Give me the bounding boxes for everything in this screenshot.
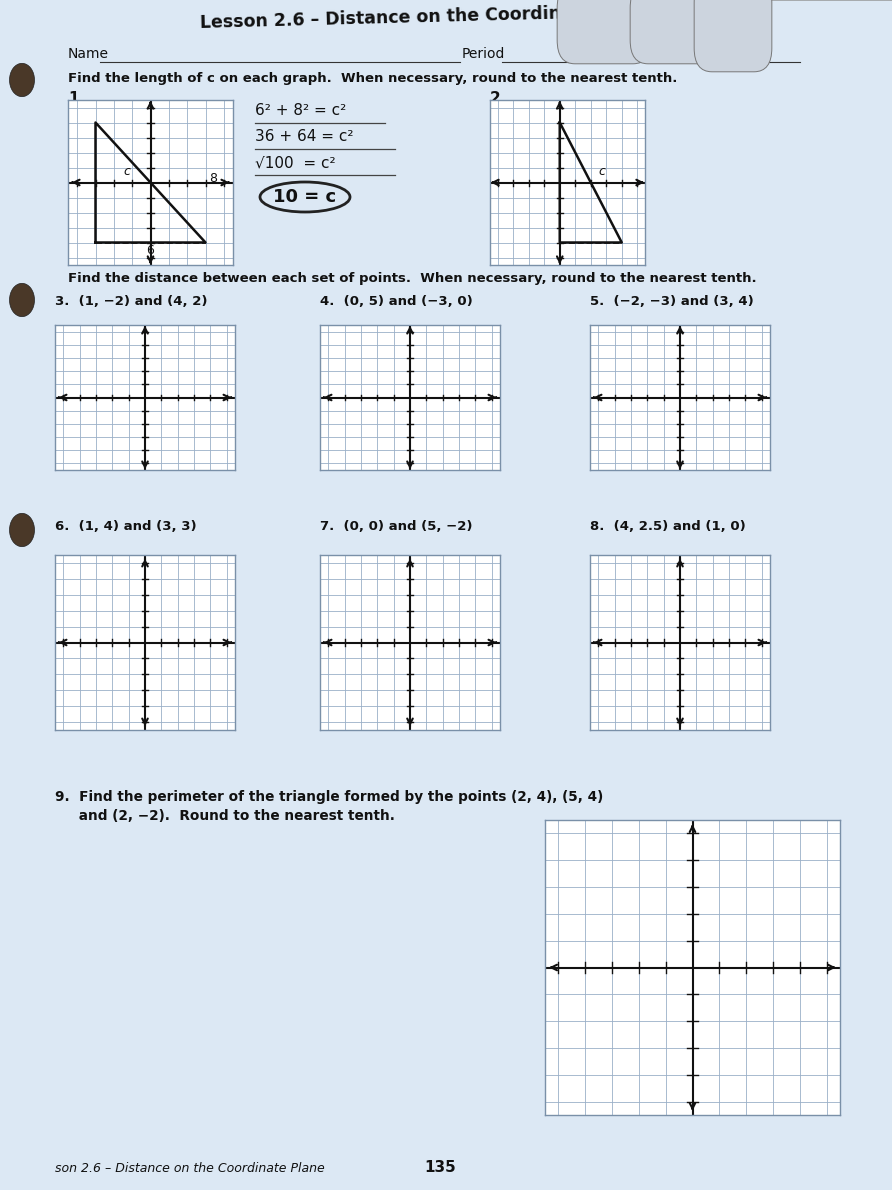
- Text: Lesson 2.6 – Distance on the Coordinate Plane: Lesson 2.6 – Distance on the Coordinate …: [200, 2, 654, 32]
- Text: c: c: [599, 165, 606, 178]
- Text: 4.  (0, 5) and (−3, 0): 4. (0, 5) and (−3, 0): [320, 295, 473, 308]
- Text: 1.: 1.: [68, 90, 84, 106]
- Text: √100  = c²: √100 = c²: [255, 155, 335, 170]
- Text: 8.  (4, 2.5) and (1, 0): 8. (4, 2.5) and (1, 0): [590, 520, 746, 533]
- Text: 8: 8: [209, 173, 217, 186]
- Text: 7.  (0, 0) and (5, −2): 7. (0, 0) and (5, −2): [320, 520, 473, 533]
- Text: Find the distance between each set of points.  When necessary, round to the near: Find the distance between each set of po…: [68, 273, 756, 284]
- Text: 6: 6: [146, 244, 154, 257]
- Text: son 2.6 – Distance on the Coordinate Plane: son 2.6 – Distance on the Coordinate Pla…: [55, 1161, 325, 1175]
- Text: 6² + 8² = c²: 6² + 8² = c²: [255, 104, 346, 118]
- Text: 9.  Find the perimeter of the triangle formed by the points (2, 4), (5, 4)
     : 9. Find the perimeter of the triangle fo…: [55, 790, 603, 823]
- Text: fn: fn: [669, 19, 679, 29]
- Text: Due: Due: [644, 48, 669, 61]
- Text: Find the length of c on each graph.  When necessary, round to the nearest tenth.: Find the length of c on each graph. When…: [68, 73, 677, 84]
- Text: Period: Period: [462, 46, 506, 61]
- Text: 5.  (−2, −3) and (3, 4): 5. (−2, −3) and (3, 4): [590, 295, 754, 308]
- Text: 6.  (1, 4) and (3, 3): 6. (1, 4) and (3, 3): [55, 520, 196, 533]
- Text: 36 + 64 = c²: 36 + 64 = c²: [255, 129, 353, 144]
- Text: 135: 135: [424, 1160, 456, 1175]
- Text: 3.  (1, −2) and (4, 2): 3. (1, −2) and (4, 2): [55, 295, 208, 308]
- Text: alt: alt: [598, 19, 610, 29]
- Text: 2.: 2.: [490, 90, 507, 106]
- Text: 10 = c: 10 = c: [274, 188, 336, 206]
- Text: Name: Name: [68, 46, 109, 61]
- Text: c: c: [123, 165, 130, 178]
